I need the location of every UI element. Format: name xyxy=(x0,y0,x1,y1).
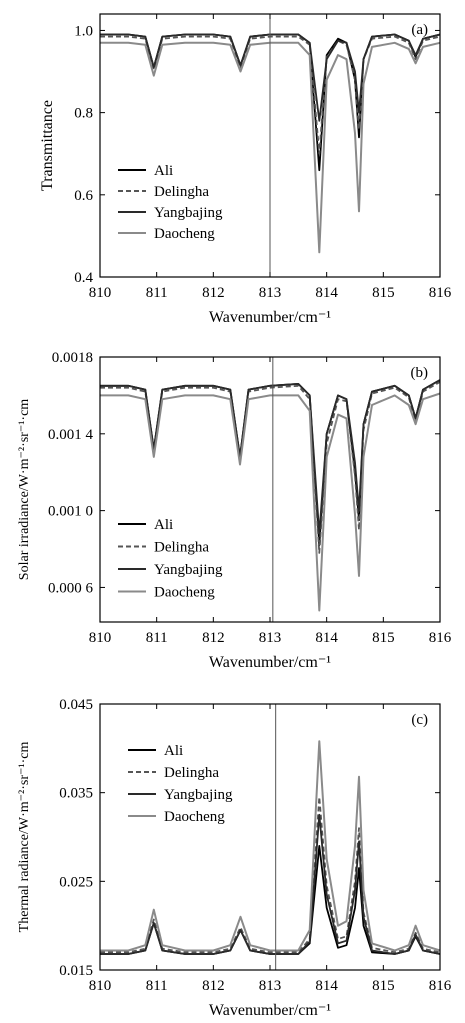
x-tick-label: 811 xyxy=(146,285,168,301)
x-tick-label: 813 xyxy=(259,285,282,301)
series-line-yangbajing xyxy=(100,33,441,122)
series-line-daocheng xyxy=(100,740,441,952)
x-axis-label: Wavenumber/cm⁻¹ xyxy=(209,309,331,326)
x-tick-label: 812 xyxy=(202,630,225,646)
y-axis-label: Thermal radiance/W·m⁻²·sr⁻¹·cm xyxy=(17,742,32,933)
legend-label-daocheng: Daocheng xyxy=(164,809,225,825)
y-tick-label: 0.0018 xyxy=(52,350,93,366)
y-tick-label: 0.045 xyxy=(59,697,93,713)
series-line-ali xyxy=(100,845,441,955)
legend-label-ali: Ali xyxy=(154,163,173,179)
x-tick-label: 816 xyxy=(429,978,452,994)
y-tick-label: 0.015 xyxy=(59,963,93,979)
legend-label-daocheng: Daocheng xyxy=(154,585,215,601)
legend-label-yangbajing: Yangbajing xyxy=(154,205,223,221)
x-tick-label: 815 xyxy=(372,285,395,301)
x-tick-label: 815 xyxy=(372,978,395,994)
y-tick-label: 0.035 xyxy=(59,786,93,802)
x-tick-label: 814 xyxy=(315,630,338,646)
legend: Ali Delingha Yangbajing Daocheng xyxy=(128,743,233,825)
legend: Ali Delingha Yangbajing Daocheng xyxy=(118,163,223,242)
y-tick-label: 0.025 xyxy=(59,874,93,890)
x-tick-label: 814 xyxy=(315,978,338,994)
x-tick-label: 810 xyxy=(89,285,112,301)
panel-b: 810 811 812 813 814 815 816 0.000 6 0.001 0 0.001… xyxy=(17,350,452,671)
x-axis-label: Wavenumber/cm⁻¹ xyxy=(209,654,331,671)
series-line-yangbajing xyxy=(100,813,441,955)
series-line-daocheng xyxy=(100,41,441,254)
panel-label: (a) xyxy=(411,22,428,38)
x-tick-label: 813 xyxy=(259,978,282,994)
series-line-delingha xyxy=(100,381,441,554)
x-tick-label: 815 xyxy=(372,630,395,646)
legend-label-yangbajing: Yangbajing xyxy=(164,787,233,803)
y-tick-label: 0.000 6 xyxy=(48,580,94,596)
series-line-daocheng xyxy=(100,392,441,612)
y-tick-label: 0.4 xyxy=(74,270,93,286)
legend-label-yangbajing: Yangbajing xyxy=(154,562,223,578)
x-tick-label: 816 xyxy=(429,285,452,301)
panel-a: 810 811 812 813 814 815 816 0.4 0.6 0.8 1.0 Wavenum… xyxy=(39,13,452,326)
series-line-yangbajing xyxy=(100,379,441,535)
x-tick-label: 812 xyxy=(202,978,225,994)
legend-label-daocheng: Daocheng xyxy=(154,226,215,242)
legend-label-delingha: Delingha xyxy=(154,540,209,556)
x-tick-label: 813 xyxy=(259,630,282,646)
legend-label-delingha: Delingha xyxy=(164,765,219,781)
legend: Ali Delingha Yangbajing Daocheng xyxy=(118,517,223,601)
x-tick-label: 811 xyxy=(146,630,168,646)
x-tick-label: 810 xyxy=(89,630,112,646)
panel-label: (b) xyxy=(411,365,429,381)
y-tick-label: 1.0 xyxy=(74,23,93,39)
y-tick-label: 0.001 0 xyxy=(48,504,93,520)
y-axis-label: Solar irradiance/W·m⁻²·sr⁻¹·cm xyxy=(17,399,32,580)
series-line-ali xyxy=(100,379,441,547)
legend-label-delingha: Delingha xyxy=(154,184,209,200)
x-tick-label: 812 xyxy=(202,285,225,301)
y-tick-label: 0.6 xyxy=(74,188,93,204)
panel-c: 810 811 812 813 814 815 816 0.015 0.025 0.035 0.04… xyxy=(17,697,452,1019)
x-tick-label: 814 xyxy=(315,285,338,301)
x-tick-label: 810 xyxy=(89,978,112,994)
x-axis-label: Wavenumber/cm⁻¹ xyxy=(209,1002,331,1019)
x-tick-label: 816 xyxy=(429,630,452,646)
y-axis-label: Transmittance xyxy=(39,100,56,191)
legend-label-ali: Ali xyxy=(164,743,183,759)
y-tick-label: 0.8 xyxy=(74,106,93,122)
panel-label: (c) xyxy=(411,712,428,728)
x-tick-label: 811 xyxy=(146,978,168,994)
series-line-delingha xyxy=(100,35,441,155)
y-tick-label: 0.001 4 xyxy=(48,427,94,443)
legend-label-ali: Ali xyxy=(154,517,173,533)
